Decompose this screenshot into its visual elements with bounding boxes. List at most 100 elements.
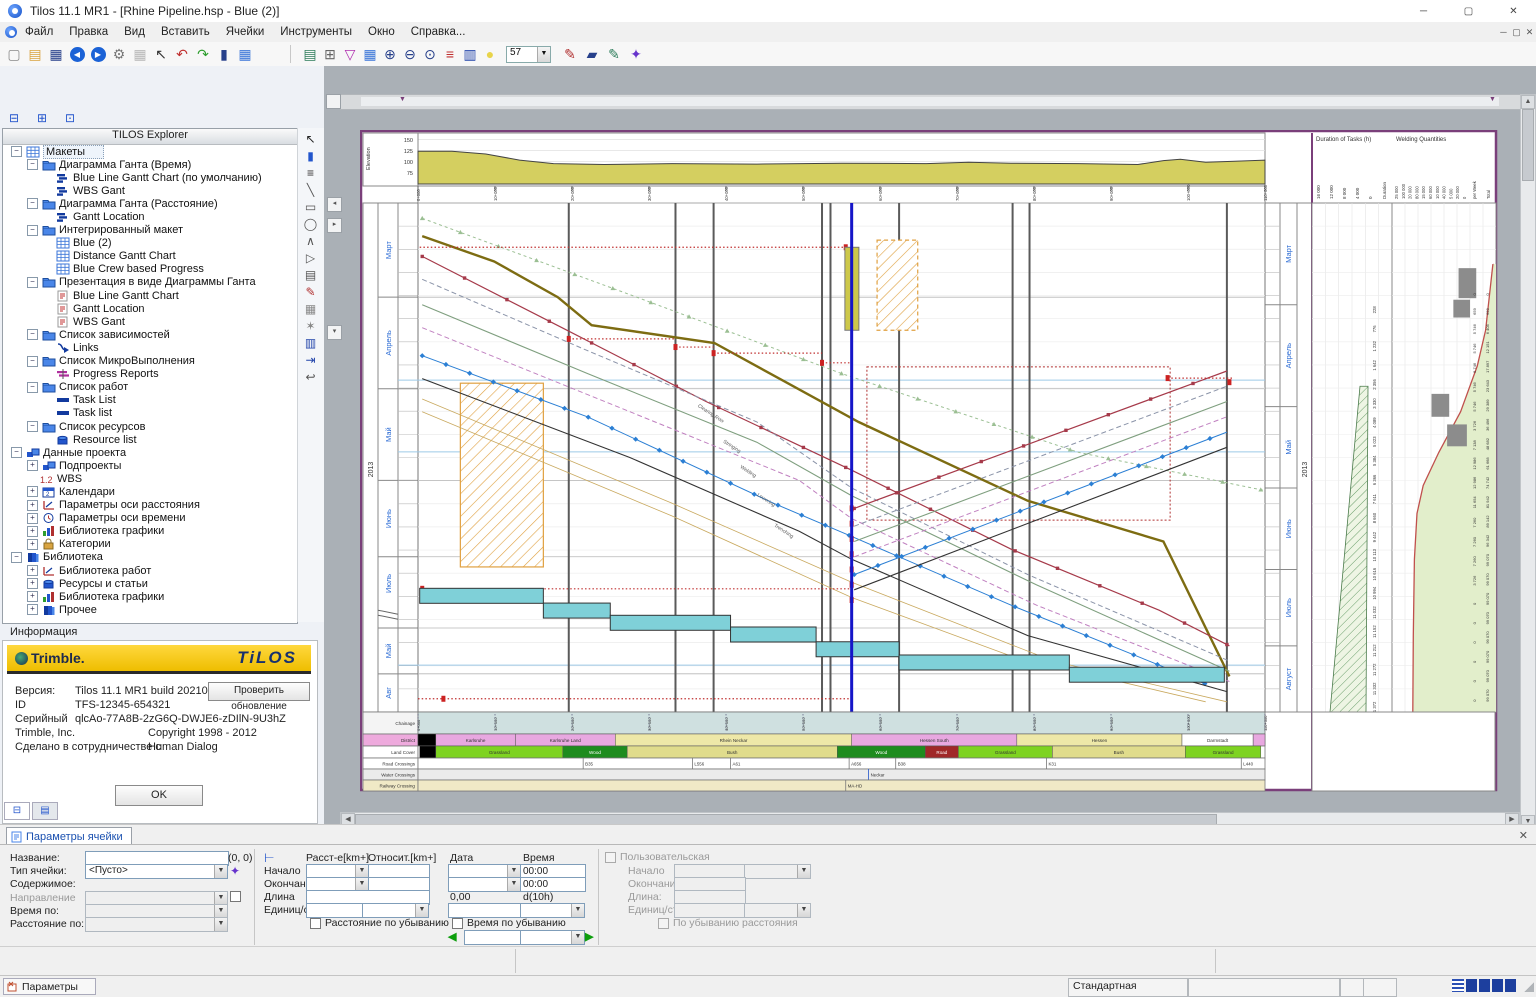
mdi-minimize-button[interactable]: ─	[1497, 27, 1510, 38]
expand-icon[interactable]: +	[27, 486, 38, 497]
hook-tool[interactable]: ↩	[301, 370, 320, 386]
next-cell-arrow-icon[interactable]: ▶	[585, 930, 593, 943]
expand-icon[interactable]: +	[27, 539, 38, 550]
flag-tool[interactable]: ▷	[301, 251, 320, 267]
mdi-restore-button[interactable]: ▢	[1510, 27, 1523, 38]
nav-distance-input[interactable]	[464, 930, 522, 945]
ellipse-tool[interactable]: ◯	[301, 217, 320, 233]
filter-button[interactable]: ▽	[340, 44, 360, 64]
tree-item-wbs[interactable]: 1.2WBS	[3, 472, 297, 485]
resize-grip[interactable]	[1524, 982, 1534, 992]
status-list-icon[interactable]	[1452, 979, 1464, 992]
units-distance-input[interactable]	[306, 903, 365, 918]
tree-item-библиотека-графики[interactable]: +Библиотека графики	[3, 525, 297, 538]
tree-item-blue-2-[interactable]: Blue (2)	[3, 237, 297, 250]
pattern-tool[interactable]: ▦	[301, 302, 320, 318]
zoom-in-button[interactable]: ⊕	[380, 44, 400, 64]
key-tool[interactable]: ✶	[301, 319, 320, 335]
tree-item-resource-list[interactable]: Resource list	[3, 433, 297, 446]
cell-fill-tool[interactable]: ▮	[301, 149, 320, 165]
collapse-icon[interactable]: −	[11, 447, 22, 458]
tree-item-blue-line-gantt-chart[interactable]: Blue Line Gantt Chart	[3, 289, 297, 302]
custom-units-input[interactable]	[674, 903, 746, 918]
custom-checkbox[interactable]: Пользовательская	[605, 851, 710, 863]
nav-back-button[interactable]: ◀	[67, 44, 87, 64]
zoom-level-combo[interactable]: 57▼	[506, 46, 551, 63]
units-distance-select[interactable]: ▼	[362, 903, 429, 918]
tree-item-параметры-оси-времени[interactable]: +Параметры оси времени	[3, 512, 297, 525]
collapse-icon[interactable]: −	[27, 329, 38, 340]
cell-grid-button[interactable]: ⊞	[320, 44, 340, 64]
zoom-window-button[interactable]: ⊙	[420, 44, 440, 64]
tree-item-презентация-в-виде-диаграммы-ганта[interactable]: −Презентация в виде Диаграммы Ганта	[3, 276, 297, 289]
stamp-tool[interactable]: ✎	[301, 285, 320, 301]
custom-descending-checkbox[interactable]: По убыванию расстояния	[658, 917, 798, 929]
collapse-icon[interactable]: −	[27, 421, 38, 432]
tree-item-task-list[interactable]: Task list	[3, 407, 297, 420]
sync-view-button[interactable]: ⊡	[60, 110, 80, 128]
custom-start-select[interactable]: ▼	[744, 864, 811, 879]
tree-item-диаграмма-ганта-расстояние-[interactable]: −Диаграмма Ганта (Расстояние)	[3, 197, 297, 210]
status-view-icon-1[interactable]	[1466, 979, 1477, 992]
minimize-button[interactable]: ─	[1401, 0, 1446, 22]
menu-6[interactable]: Инструменты	[272, 24, 360, 40]
expand-tree-button[interactable]: ⊞	[32, 110, 52, 128]
cell-type-select[interactable]: <Пусто>▼	[85, 864, 228, 879]
vertical-scrollbar[interactable]: ▲ ▼	[1520, 94, 1536, 830]
tree-item-gantt-location[interactable]: Gantt Location	[3, 302, 297, 315]
tree-item-данные-проекта[interactable]: −Данные проекта	[3, 446, 297, 459]
collapse-icon[interactable]: −	[27, 277, 38, 288]
menu-7[interactable]: Окно	[360, 24, 403, 40]
tree-item-библиотека-графики[interactable]: +Библиотека графики	[3, 590, 297, 603]
h-stripes-button[interactable]: ≡	[440, 44, 460, 64]
collapse-icon[interactable]: −	[27, 382, 38, 393]
tree-item-интегрированный-макет[interactable]: −Интегрированный макет	[3, 224, 297, 237]
undo-button[interactable]: ↶	[172, 44, 192, 64]
time-location-view[interactable]: 15012510075Elevation0+00010+00020+00030+…	[360, 130, 1498, 792]
status-view-icon-2[interactable]	[1479, 979, 1490, 992]
collapse-icon[interactable]: −	[27, 198, 38, 209]
open-file-button[interactable]: ▤	[25, 44, 45, 64]
close-button[interactable]: ✕	[1491, 0, 1536, 22]
tree-item-ресурсы-и-статьи[interactable]: +Ресурсы и статьи	[3, 577, 297, 590]
prev-cell-arrow-icon[interactable]: ◀	[448, 930, 456, 943]
tree-item-подпроекты[interactable]: +Подпроекты	[3, 459, 297, 472]
tree-item-gantt-location[interactable]: Gantt Location	[3, 210, 297, 223]
collapse-icon[interactable]: −	[27, 225, 38, 236]
units-date-input[interactable]	[448, 903, 522, 918]
lock-button[interactable]: ▮	[214, 44, 234, 64]
menu-2[interactable]: Правка	[61, 24, 116, 40]
expand-icon[interactable]: +	[27, 500, 38, 511]
line-tool[interactable]: ╲	[301, 183, 320, 199]
polyline-tool[interactable]: ∧	[301, 234, 320, 250]
menu-5[interactable]: Ячейки	[218, 24, 273, 40]
chart-edit-button[interactable]: ▰	[582, 44, 602, 64]
chart-tool[interactable]: ▥	[301, 336, 320, 352]
expand-icon[interactable]: +	[27, 460, 38, 471]
corner-button[interactable]	[326, 94, 341, 109]
scroll-split-mid[interactable]: ▸	[327, 218, 342, 233]
note-tool[interactable]: ▤	[301, 268, 320, 284]
save-file-button[interactable]: ▦	[46, 44, 66, 64]
options-wrench-button[interactable]: ⚙	[109, 44, 129, 64]
scroll-split-down[interactable]: ▾	[327, 325, 342, 340]
list-tool[interactable]: ≡	[301, 166, 320, 182]
tree-item-категории[interactable]: +Категории	[3, 538, 297, 551]
new-layout-button[interactable]: ⊟	[4, 110, 24, 128]
tree-item-библиотека[interactable]: −Библиотека	[3, 551, 297, 564]
nav-forward-button[interactable]: ▶	[88, 44, 108, 64]
expand-icon[interactable]: +	[27, 513, 38, 524]
tree-item-параметры-оси-расстояния[interactable]: +Параметры оси расстояния	[3, 499, 297, 512]
tree-item-библиотека-работ[interactable]: +Библиотека работ	[3, 564, 297, 577]
check-update-button[interactable]: Проверить обновление	[208, 682, 310, 701]
expand-icon[interactable]: +	[27, 604, 38, 615]
select-tool[interactable]: ↖	[301, 132, 320, 148]
views-mini-tab[interactable]: ▤	[32, 802, 58, 820]
highlight-button[interactable]: ●	[480, 44, 500, 64]
maximize-button[interactable]: ▢	[1446, 0, 1491, 22]
status-parameters-tab[interactable]: Параметры	[3, 978, 96, 995]
table-view-button[interactable]: ▦	[235, 44, 255, 64]
dock-close-icon[interactable]: ✕	[1519, 829, 1528, 842]
mdi-close-button[interactable]: ✕	[1523, 27, 1536, 38]
report-view-button[interactable]: ▤	[300, 44, 320, 64]
